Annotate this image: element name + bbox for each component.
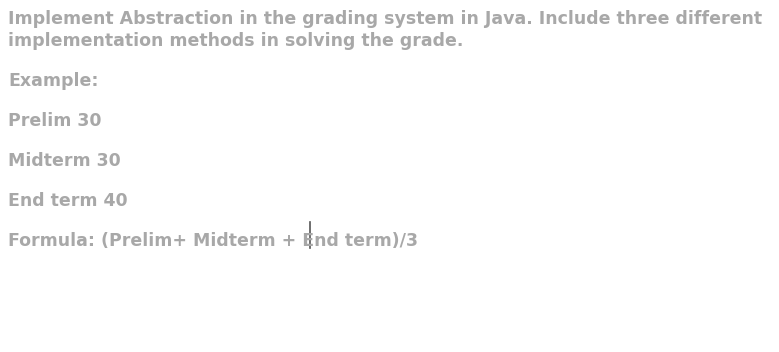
Text: Prelim 30: Prelim 30 <box>8 112 101 130</box>
Text: End term 40: End term 40 <box>8 192 128 210</box>
Text: Implement Abstraction in the grading system in Java. Include three different: Implement Abstraction in the grading sys… <box>8 10 762 28</box>
Text: Formula: (Prelim+ Midterm + End term)/3: Formula: (Prelim+ Midterm + End term)/3 <box>8 232 418 250</box>
Text: Example:: Example: <box>8 72 98 90</box>
Text: implementation methods in solving the grade.: implementation methods in solving the gr… <box>8 32 464 50</box>
Text: Midterm 30: Midterm 30 <box>8 152 121 170</box>
